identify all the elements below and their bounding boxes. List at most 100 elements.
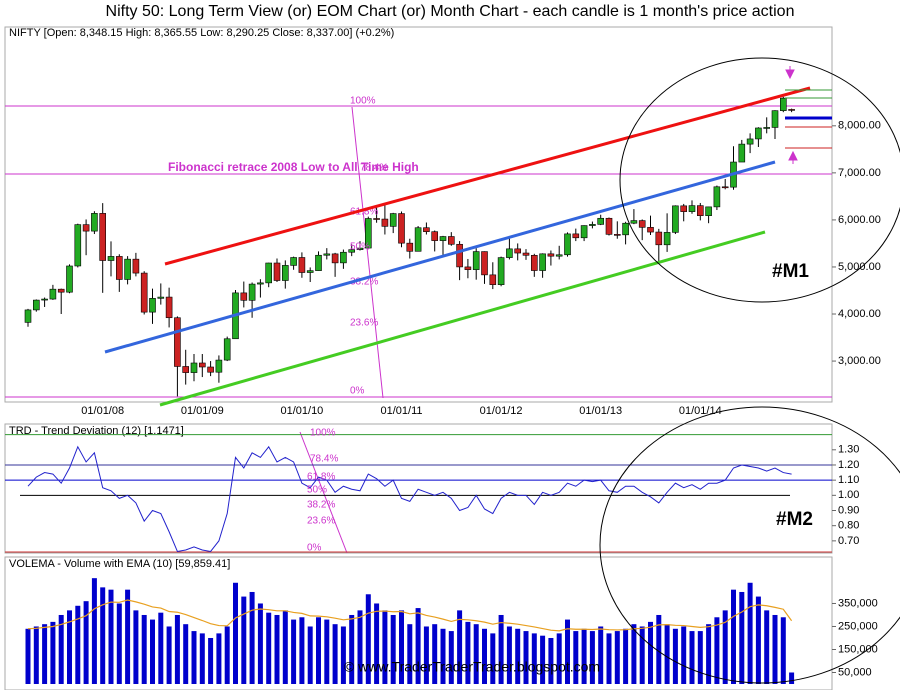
volume-bar — [747, 582, 753, 684]
volume-bar — [191, 631, 197, 684]
volume-bar — [241, 596, 247, 684]
volume-bar — [498, 614, 504, 684]
candle-body — [273, 262, 281, 281]
volume-bar — [33, 626, 39, 684]
y-tick-label: 0.80 — [838, 520, 859, 532]
candle-body — [464, 266, 472, 270]
candle-body — [406, 242, 414, 252]
volume-bar — [465, 621, 471, 684]
candle-body — [149, 298, 156, 313]
volume-bar — [772, 614, 778, 684]
volume-bar — [573, 631, 579, 684]
candle-body — [132, 258, 140, 274]
volume-bar — [150, 619, 155, 684]
candle-body — [447, 236, 455, 245]
candle-body — [74, 224, 82, 267]
volume-legend: VOLEMA - Volume with EMA (10) [59,859.41… — [9, 558, 230, 570]
candle-body — [315, 254, 322, 271]
y-tick-label: 150,000 — [838, 643, 878, 655]
volume-bar — [506, 626, 512, 684]
volume-bar — [332, 624, 338, 684]
candle-body — [522, 252, 530, 256]
candle-body — [57, 288, 65, 293]
volume-bar — [606, 633, 612, 684]
candle-body — [638, 220, 646, 228]
candle-body — [41, 298, 48, 301]
fib-label: 0% — [307, 543, 322, 554]
candle-body — [116, 256, 123, 280]
candle-body — [248, 283, 256, 301]
candle-body — [672, 205, 679, 233]
candle-body — [290, 257, 297, 266]
volume-bar — [407, 624, 413, 684]
volume-bar — [42, 624, 48, 684]
volume-bar — [731, 589, 736, 684]
candle-body — [174, 317, 181, 367]
candle-body — [331, 253, 339, 264]
candle-body — [514, 248, 522, 254]
candle-body — [597, 217, 605, 225]
volume-bar — [598, 626, 604, 684]
candle-body — [356, 247, 364, 250]
candle-body — [605, 217, 613, 235]
y-tick-label: 7,000.00 — [838, 167, 881, 179]
volume-bar — [714, 617, 720, 684]
candle-body — [306, 270, 314, 273]
candle-body — [763, 127, 771, 129]
footer: © www.TraderTraderTrader.blogspot.com — [344, 659, 600, 675]
trend-line — [104, 160, 776, 354]
candle-body — [555, 254, 563, 257]
fib-label: 61.8% — [350, 207, 378, 218]
volume-bar — [399, 610, 404, 684]
candle-body — [530, 254, 538, 271]
fib-label: 61.8% — [307, 472, 335, 483]
candle-body — [281, 265, 289, 281]
candle-body — [182, 366, 189, 373]
volume-bar — [357, 610, 363, 684]
annotation: Fibonacci retrace 2008 Low to All Time H… — [168, 160, 419, 174]
volume-bar — [224, 626, 230, 684]
candle-body — [140, 272, 148, 313]
candle-body — [564, 233, 571, 256]
volume-bar — [25, 628, 31, 684]
volume-bar — [565, 619, 570, 684]
candle-body — [373, 218, 380, 220]
volume-bar — [291, 619, 297, 684]
candle-body — [589, 224, 596, 226]
volume-bar — [648, 621, 653, 684]
volume-bar — [664, 624, 670, 684]
candle-body — [99, 213, 106, 261]
candle-body — [497, 257, 505, 285]
y-tick-label: 350,000 — [838, 597, 878, 609]
candle-body — [705, 206, 712, 216]
volume-bar — [266, 612, 272, 684]
volume-bar — [631, 624, 637, 684]
volume-bar — [440, 628, 446, 684]
volume-bar — [623, 628, 629, 684]
fib-label: 0% — [350, 386, 365, 397]
fib-label: 78.4% — [310, 454, 338, 465]
volume-bar — [183, 624, 189, 684]
x-tick-label: 01/01/12 — [480, 405, 523, 417]
candle-body — [389, 213, 397, 227]
y-tick-label: 1.00 — [838, 489, 859, 501]
volume-bar — [100, 587, 106, 684]
candle-body — [630, 220, 638, 224]
fib-label: 100% — [350, 96, 376, 107]
volume-bar — [581, 628, 587, 684]
candle-body — [32, 299, 40, 311]
volume-bar — [589, 631, 595, 684]
candle-body — [456, 243, 463, 268]
volume-bar — [316, 617, 321, 684]
volume-bar — [531, 633, 537, 684]
candle-body — [165, 296, 173, 319]
candle-body — [414, 227, 422, 252]
candle-body — [124, 258, 131, 280]
volume-bar — [548, 637, 554, 684]
fib-label: 23.6% — [307, 516, 335, 527]
candle-body — [82, 224, 90, 232]
volume-bar — [75, 605, 81, 684]
candle-body — [622, 222, 629, 236]
